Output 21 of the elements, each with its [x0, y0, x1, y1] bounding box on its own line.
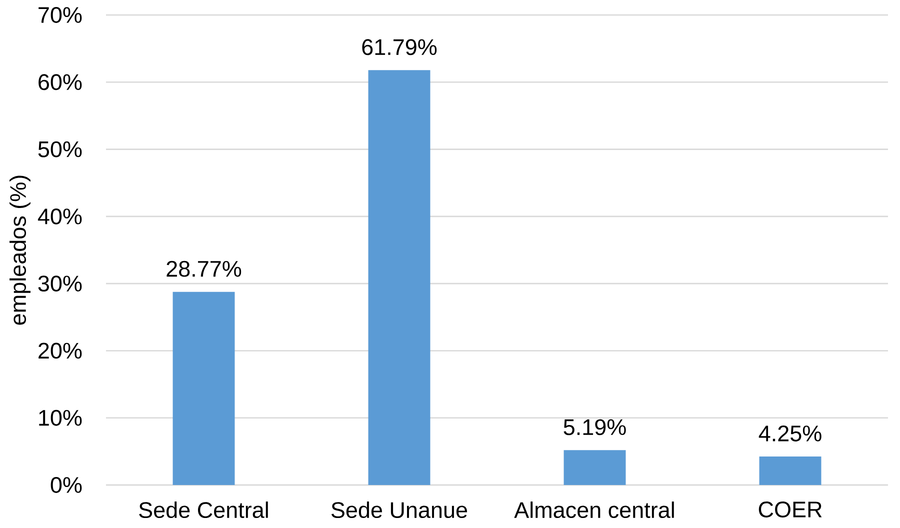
y-tick-label: 60%: [38, 74, 82, 90]
bar: [759, 456, 822, 485]
y-tick-label: 50%: [38, 141, 82, 158]
x-tick-label: Sede Unanue: [331, 502, 468, 518]
x-tick-label: Almacen central: [514, 502, 674, 518]
y-tick-label: 70%: [38, 7, 82, 23]
data-label: 61.79%: [362, 39, 437, 56]
bar: [564, 450, 626, 485]
y-tick-label: 10%: [39, 410, 82, 426]
data-label: 4.25%: [758, 426, 822, 442]
data-label: 5.19%: [564, 419, 626, 436]
bar: [172, 292, 235, 485]
bar: [368, 70, 430, 485]
y-tick-label: 0%: [50, 477, 82, 493]
y-tick-label: 30%: [38, 276, 82, 292]
x-tick-label: Sede Central: [139, 502, 268, 518]
y-tick-label: 20%: [38, 342, 82, 359]
x-tick-label: COER: [758, 502, 822, 518]
y-axis-title: empleados (%): [10, 176, 30, 325]
data-label: 28.77%: [166, 260, 242, 277]
y-tick-label: 40%: [38, 208, 82, 224]
